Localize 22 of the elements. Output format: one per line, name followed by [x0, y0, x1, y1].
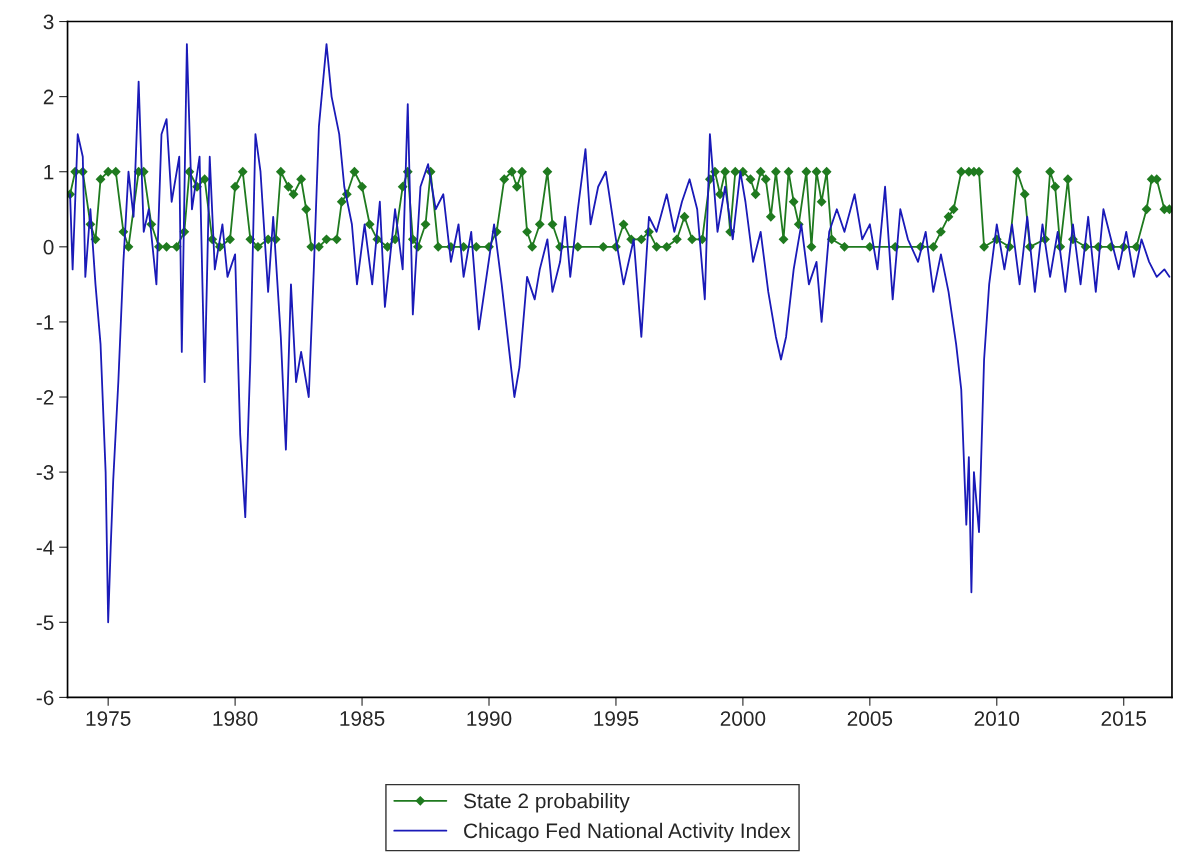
y-tick-label: -5 — [36, 615, 54, 631]
x-tick-label: 2000 — [720, 711, 766, 726]
y-tick-label: -6 — [36, 690, 54, 706]
y-tick-label: 1 — [44, 164, 54, 180]
x-tick-label: 2005 — [847, 711, 893, 726]
x-tick-label: 1975 — [86, 711, 131, 726]
x-tick-label: 1995 — [594, 711, 639, 726]
x-tick-label: 1980 — [213, 711, 258, 726]
x-tick-label: 2015 — [1101, 711, 1147, 726]
x-tick-label: 2010 — [974, 711, 1020, 726]
y-tick-label: 3 — [43, 14, 54, 30]
y-tick-label: -4 — [36, 540, 54, 555]
y-tick-label: -3 — [36, 465, 54, 480]
y-tick-label: -1 — [36, 315, 54, 330]
y-tick-label: -2 — [36, 390, 54, 405]
legend-label: Chicago Fed National Activity Index — [464, 822, 791, 843]
y-tick-label: 2 — [43, 89, 54, 105]
y-tick-label: 0 — [43, 239, 54, 255]
x-tick-label: 1990 — [467, 711, 512, 726]
legend-label: State 2 probability — [463, 792, 630, 813]
line-series — [69, 43, 1171, 624]
x-tick-label: 1985 — [340, 711, 385, 726]
